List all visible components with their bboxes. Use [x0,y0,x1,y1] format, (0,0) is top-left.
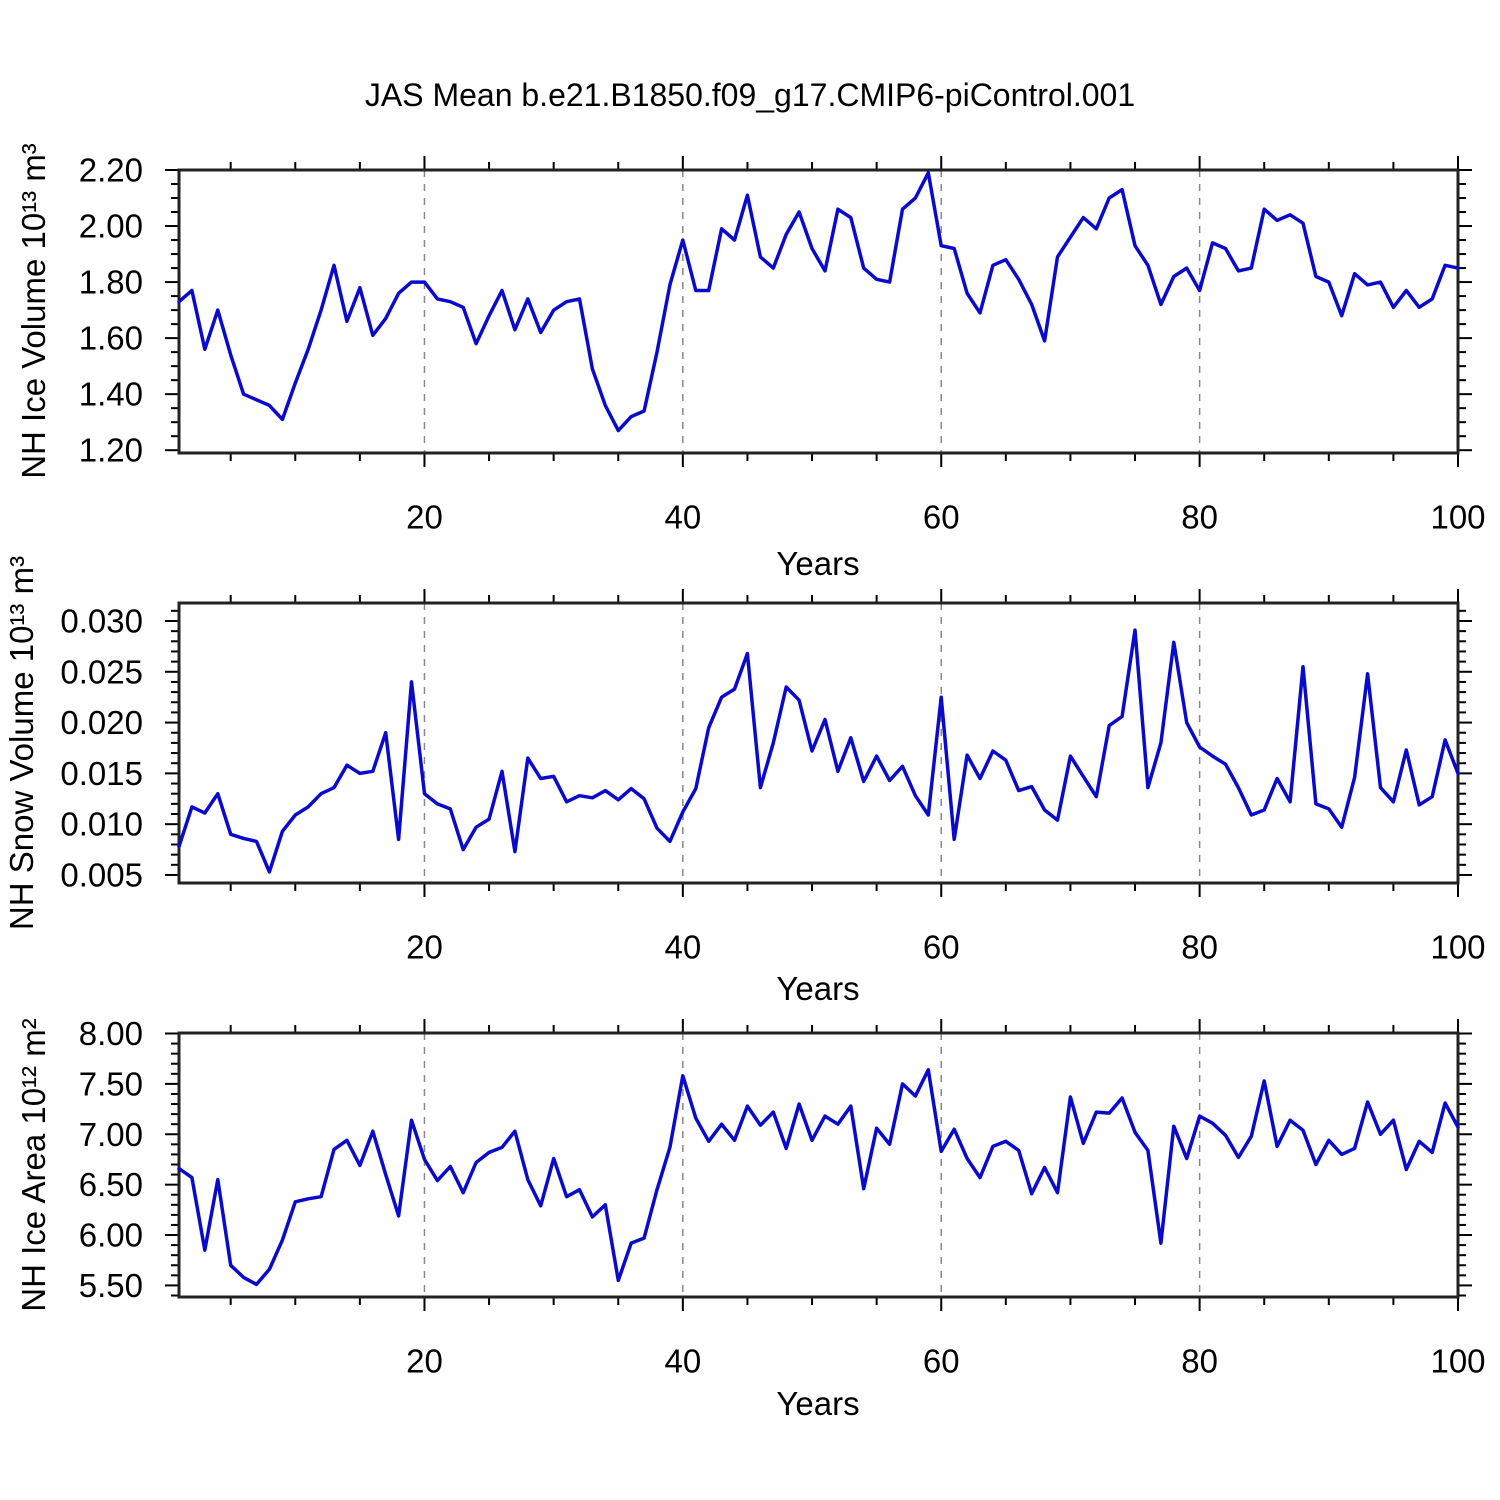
panel-frame [177,1031,1460,1299]
y-tick-label: 5.50 [79,1267,143,1304]
y-tick-label: 0.020 [60,704,143,741]
ticks [165,156,1472,467]
y-tick-label: 2.00 [79,208,143,245]
panel-nh-snow-volume: 0.005 0.010 0.015 0.020 0.025 0.030 20 40 60 80 10… [60,589,1486,966]
y-tick-label: 0.005 [60,857,143,894]
y-tick-label: 0.025 [60,653,143,690]
x-tick-label: 80 [1181,499,1218,536]
panel-nh-ice-area: 5.50 6.00 6.50 7.00 7.50 8.00 20 40 60 80 100 [79,1015,1486,1379]
panel-frame [177,168,1460,455]
y-tick-label: 0.010 [60,806,143,843]
plot-line-nh-ice-volume [177,171,1460,433]
plot-line-nh-ice-area [177,1068,1460,1287]
y-tick-label: 8.00 [79,1015,143,1052]
figure-title: JAS Mean b.e21.B1850.f09_g17.CMIP6-piCon… [364,77,1136,113]
plot-line-nh-snow-volume [177,628,1460,874]
panel-nh-ice-volume: 1.20 1.40 1.60 1.80 2.00 2.20 20 40 60 80 100 [79,152,1486,536]
y-tick-label: 7.00 [79,1116,143,1153]
x-tick-label: 40 [664,1343,701,1380]
tick-labels: 5.50 6.00 6.50 7.00 7.50 8.00 20 40 60 80 100 [79,1015,1486,1379]
x-tick-label: 60 [923,1343,960,1380]
x-tick-label: 100 [1430,929,1485,966]
x-axis-title-panel3: Years [776,1385,860,1422]
y-tick-label: 0.030 [60,603,143,640]
tick-labels: 0.005 0.010 0.015 0.020 0.025 0.030 20 40 60 80 10… [60,603,1485,966]
x-tick-label: 80 [1181,1343,1218,1380]
y-tick-label: 1.60 [79,320,143,357]
x-tick-label: 80 [1181,929,1218,966]
y-tick-label: 6.50 [79,1166,143,1203]
y-tick-label: 7.50 [79,1065,143,1102]
x-tick-label: 100 [1430,499,1485,536]
y-tick-label: 2.20 [79,152,143,189]
x-tick-label: 20 [406,499,443,536]
x-axis-title-panel1: Years [776,545,860,582]
x-tick-label: 100 [1430,1343,1485,1380]
y-tick-label: 1.80 [79,264,143,301]
x-tick-label: 60 [923,499,960,536]
y-tick-label: 6.00 [79,1217,143,1254]
tick-labels: 1.20 1.40 1.60 1.80 2.00 2.20 20 40 60 80 100 [79,152,1486,536]
y-tick-label: 1.40 [79,376,143,413]
panel-frame [177,601,1460,885]
x-tick-label: 20 [406,929,443,966]
y-tick-label: 1.20 [79,432,143,469]
x-tick-label: 60 [923,929,960,966]
x-tick-label: 20 [406,1343,443,1380]
y-tick-label: 0.015 [60,755,143,792]
x-tick-label: 40 [664,499,701,536]
x-tick-label: 40 [664,929,701,966]
ticks [165,589,1472,897]
x-axis-title-panel2: Years [776,970,860,1007]
